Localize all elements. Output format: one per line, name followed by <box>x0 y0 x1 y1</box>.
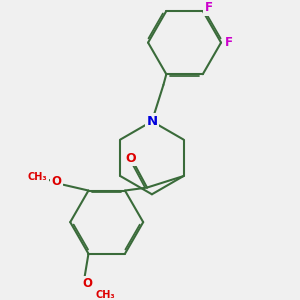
Text: F: F <box>205 2 213 14</box>
Text: CH₃: CH₃ <box>95 290 115 300</box>
Text: N: N <box>146 115 158 128</box>
Text: O: O <box>125 152 136 164</box>
Text: O: O <box>83 277 93 290</box>
Text: CH₃: CH₃ <box>28 172 47 182</box>
Text: F: F <box>225 36 233 49</box>
Text: O: O <box>52 175 61 188</box>
